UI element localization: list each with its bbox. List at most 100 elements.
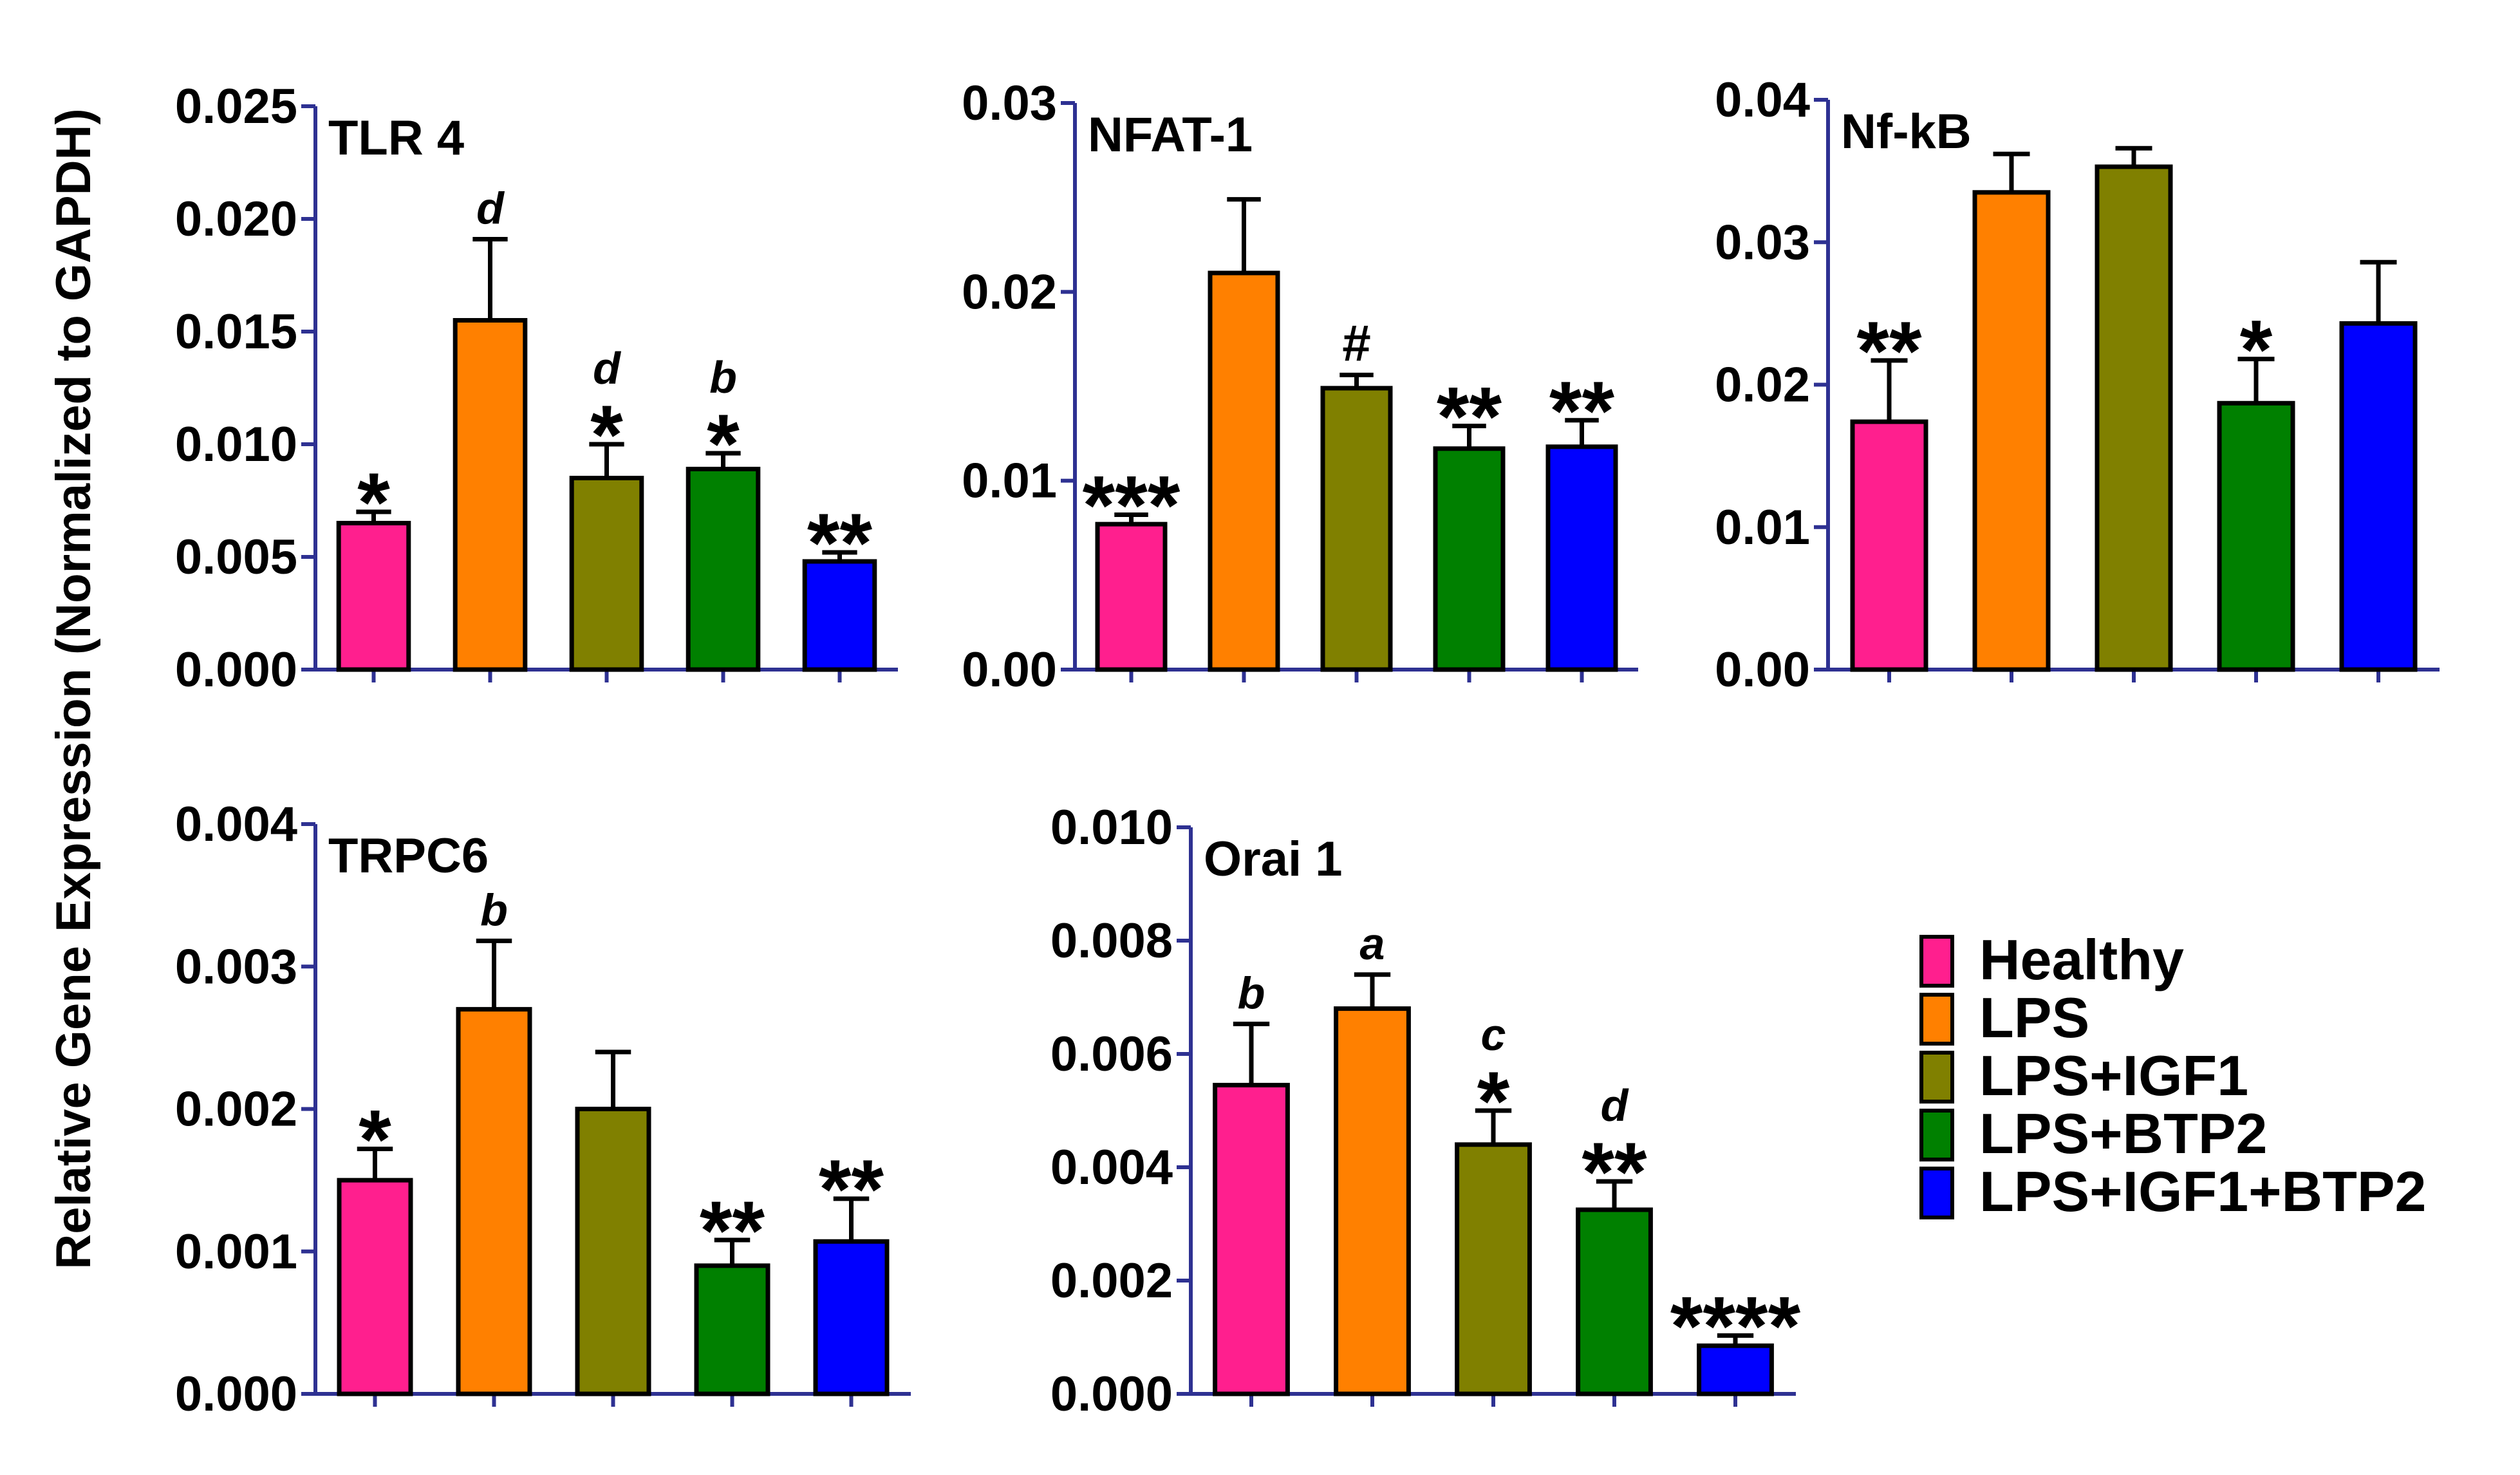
- bar-healthy: [336, 521, 411, 672]
- y-axis-label: Relative Gene Expression (Normalized to …: [46, 108, 101, 1269]
- significance-mark: **: [1582, 1125, 1647, 1219]
- bar-lps-igf1: [569, 476, 644, 672]
- significance-mark: **: [1437, 370, 1502, 464]
- bar-lps-btp2: [1576, 1207, 1653, 1396]
- legend-label: Healthy: [1979, 928, 2184, 991]
- significance-mark: *: [590, 388, 623, 482]
- panel-title: Orai 1: [1204, 832, 1342, 887]
- significance-mark: **: [807, 496, 873, 590]
- bar-lps-btp2: [1433, 446, 1506, 672]
- bar-lps: [1334, 1006, 1411, 1396]
- y-tick-label: 0.025: [175, 79, 297, 134]
- legend-item-lps-igf1-btp2: LPS+IGF1+BTP2: [1919, 1160, 2426, 1223]
- significance-mark: **: [819, 1142, 884, 1236]
- legend-swatch: [1919, 1051, 1954, 1104]
- bar-lps-igf1: [1320, 386, 1393, 672]
- panel-title: NFAT-1: [1088, 108, 1253, 162]
- panel-nfat-1: 0.00 0.01 0.02 0.03 NFAT-1 *** # ** **: [962, 76, 1638, 697]
- y-tick-label: 0.002: [1050, 1254, 1173, 1308]
- bar-healthy: [337, 1178, 413, 1396]
- y-tick-label: 0.02: [1715, 358, 1810, 413]
- significance-mark: **: [1856, 304, 1922, 398]
- y-tick-label: 0.000: [175, 643, 297, 697]
- panel-title: Nf-kB: [1841, 104, 1972, 159]
- legend-label: LPS: [1979, 986, 2089, 1049]
- significance-letter: b: [709, 352, 737, 402]
- y-tick-label: 0.01: [1715, 500, 1810, 555]
- legend-item-lps-igf1: LPS+IGF1: [1919, 1044, 2248, 1107]
- y-tick-label: 0.001: [175, 1225, 297, 1279]
- panel-orai-1: 0.000 0.002 0.004 0.006 0.008 0.010 Orai 1 b a *c…: [1050, 800, 1801, 1422]
- significance-mark: *: [1477, 1054, 1510, 1148]
- significance-letter: b: [1238, 968, 1265, 1018]
- y-tick-label: 0.005: [175, 530, 297, 585]
- legend-swatch: [1919, 1167, 1954, 1219]
- panel-trpc6: 0.000 0.001 0.002 0.003 0.004 TRPC6 * b ** **: [175, 797, 911, 1422]
- bar-lps: [1972, 190, 2051, 672]
- bar-healthy: [1213, 1082, 1290, 1396]
- significance-mark: *: [357, 455, 390, 549]
- y-tick-label: 0.020: [175, 192, 297, 247]
- legend-label: LPS+IGF1+BTP2: [1979, 1160, 2426, 1223]
- legend-swatch: [1919, 993, 1954, 1046]
- bar-healthy: [1850, 419, 1928, 672]
- bar-lps-igf1: [575, 1107, 651, 1396]
- significance-letter: c: [1481, 1010, 1506, 1060]
- y-tick-label: 0.008: [1050, 914, 1173, 968]
- legend-label: LPS+BTP2: [1979, 1102, 2267, 1165]
- significance-mark: *: [2240, 303, 2273, 397]
- significance-letter: b: [480, 885, 508, 935]
- bar-lps-igf1: [1455, 1142, 1532, 1396]
- y-tick-label: 0.006: [1050, 1027, 1173, 1082]
- legend-swatch: [1919, 935, 1954, 988]
- significance-letter: d: [1601, 1080, 1629, 1131]
- bar-lps-btp2: [686, 467, 761, 672]
- significance-mark: **: [1549, 364, 1615, 458]
- legend-swatch: [1919, 1109, 1954, 1161]
- significance-letter: d: [593, 343, 621, 393]
- significance-mark: *: [359, 1092, 391, 1186]
- panel-title: TRPC6: [328, 829, 489, 883]
- bar-lps-igf1-btp2: [2339, 321, 2418, 672]
- significance-mark: **: [700, 1183, 765, 1277]
- y-tick-label: 0.004: [1050, 1140, 1173, 1195]
- legend-label: LPS+IGF1: [1979, 1044, 2248, 1107]
- significance-letter: d: [476, 183, 505, 234]
- bar-lps: [456, 1007, 532, 1396]
- bar-lps-btp2: [694, 1263, 770, 1396]
- bar-lps-igf1-btp2: [813, 1239, 890, 1396]
- y-tick-label: 0.03: [962, 76, 1057, 131]
- bar-lps: [453, 318, 528, 672]
- panel-title: TLR 4: [328, 111, 464, 165]
- bar-lps-igf1-btp2: [1545, 444, 1618, 672]
- legend-item-healthy: Healthy: [1919, 928, 2184, 991]
- y-tick-label: 0.004: [175, 797, 297, 852]
- y-tick-label: 0.01: [962, 454, 1057, 509]
- significance-mark: ****: [1670, 1279, 1801, 1373]
- significance-mark: *: [707, 397, 740, 491]
- bar-lps-igf1-btp2: [1697, 1343, 1774, 1396]
- y-tick-label: 0.000: [175, 1367, 297, 1422]
- y-tick-label: 0.015: [175, 305, 297, 359]
- y-tick-label: 0.000: [1050, 1367, 1173, 1422]
- bar-lps-btp2: [2217, 400, 2295, 672]
- y-tick-label: 0.00: [1715, 643, 1810, 697]
- bar-lps-igf1: [2095, 164, 2173, 672]
- significance-mark: #: [1342, 314, 1371, 371]
- legend-item-lps-btp2: LPS+BTP2: [1919, 1102, 2267, 1165]
- legend-item-lps: LPS: [1919, 986, 2089, 1049]
- y-tick-label: 0.03: [1715, 215, 1810, 270]
- y-tick-label: 0.010: [175, 417, 297, 472]
- y-tick-label: 0.04: [1715, 73, 1810, 127]
- y-tick-label: 0.00: [962, 643, 1057, 697]
- y-tick-label: 0.010: [1050, 800, 1173, 855]
- y-tick-label: 0.02: [962, 265, 1057, 319]
- significance-mark: ***: [1083, 458, 1181, 552]
- bar-lps-igf1-btp2: [802, 559, 877, 672]
- bar-healthy: [1095, 521, 1168, 672]
